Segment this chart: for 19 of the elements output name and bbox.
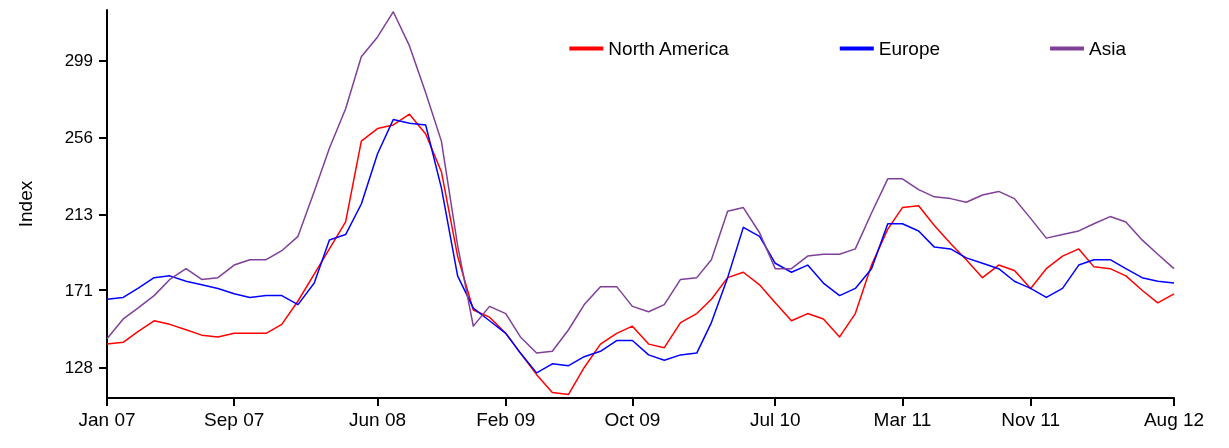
x-tick-label: Aug 12 [1143,409,1205,430]
x-tick-label: Mar 11 [873,409,932,430]
x-tick-label: Feb 09 [476,409,536,430]
legend-label: North America [608,38,730,59]
y-tick-label: 128 [64,357,93,377]
legend-label: Asia [1089,38,1127,59]
x-tick-label: Jan 07 [78,409,136,430]
y-tick-label: 299 [64,50,93,70]
x-tick-label: Sep 07 [204,409,265,430]
y-tick-label: 171 [64,280,93,300]
line-series [106,11,1175,354]
x-tick-label: Nov 11 [1001,409,1061,430]
x-tick-label: Jul 10 [749,409,801,430]
y-tick-label: 256 [64,128,93,148]
legend-label: Europe [878,38,941,59]
y-tick-label: 213 [64,205,93,225]
y-axis-title: Index [15,180,36,228]
x-tick-label: Jun 08 [349,409,407,430]
x-tick-label: Oct 09 [604,409,661,430]
